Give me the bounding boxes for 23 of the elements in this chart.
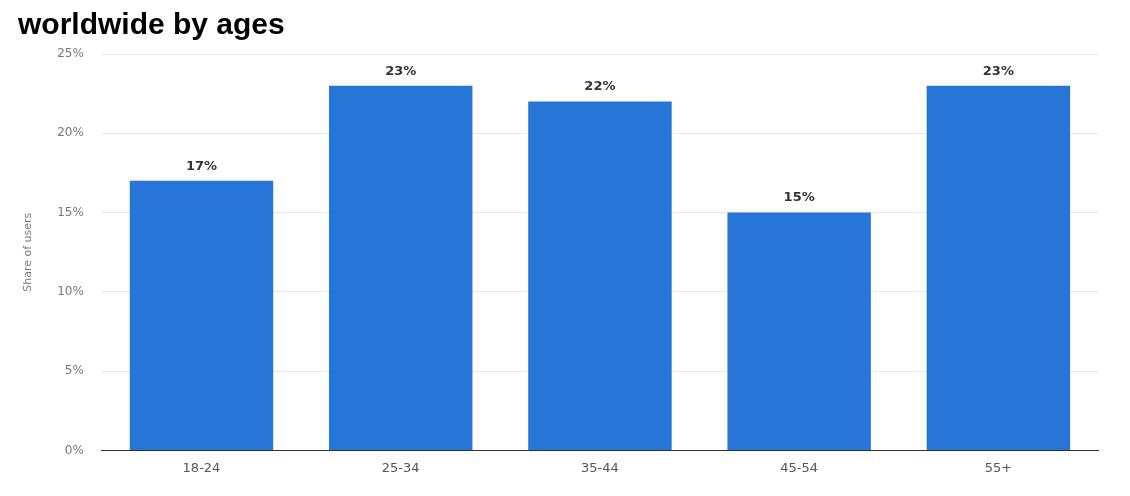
y-tick-label: 10% [57,283,84,298]
x-tick-label: 18-24 [182,459,221,475]
bar [129,180,274,450]
bar [727,212,871,450]
bar [926,85,1071,450]
data-label: 23% [982,62,1014,78]
y-tick-label: 25% [57,46,84,61]
x-tick-label: 55+ [984,459,1013,475]
y-axis-title: Share of users [21,212,35,292]
x-tick-label: 35-44 [581,459,619,475]
data-label: 15% [783,189,815,205]
bar [528,101,672,450]
x-tick-label: 45-54 [780,459,819,475]
y-tick-label: 5% [64,363,84,378]
y-tick-label: 20% [57,125,84,140]
bar [328,85,473,450]
chart-title: worldwide by ages [17,7,285,41]
y-tick-label: 15% [57,204,84,219]
y-tick-label: 0% [64,442,84,457]
data-label: 17% [185,157,218,173]
data-label: 22% [584,78,616,94]
x-tick-label: 25-34 [381,459,420,475]
data-label: 23% [385,62,417,78]
